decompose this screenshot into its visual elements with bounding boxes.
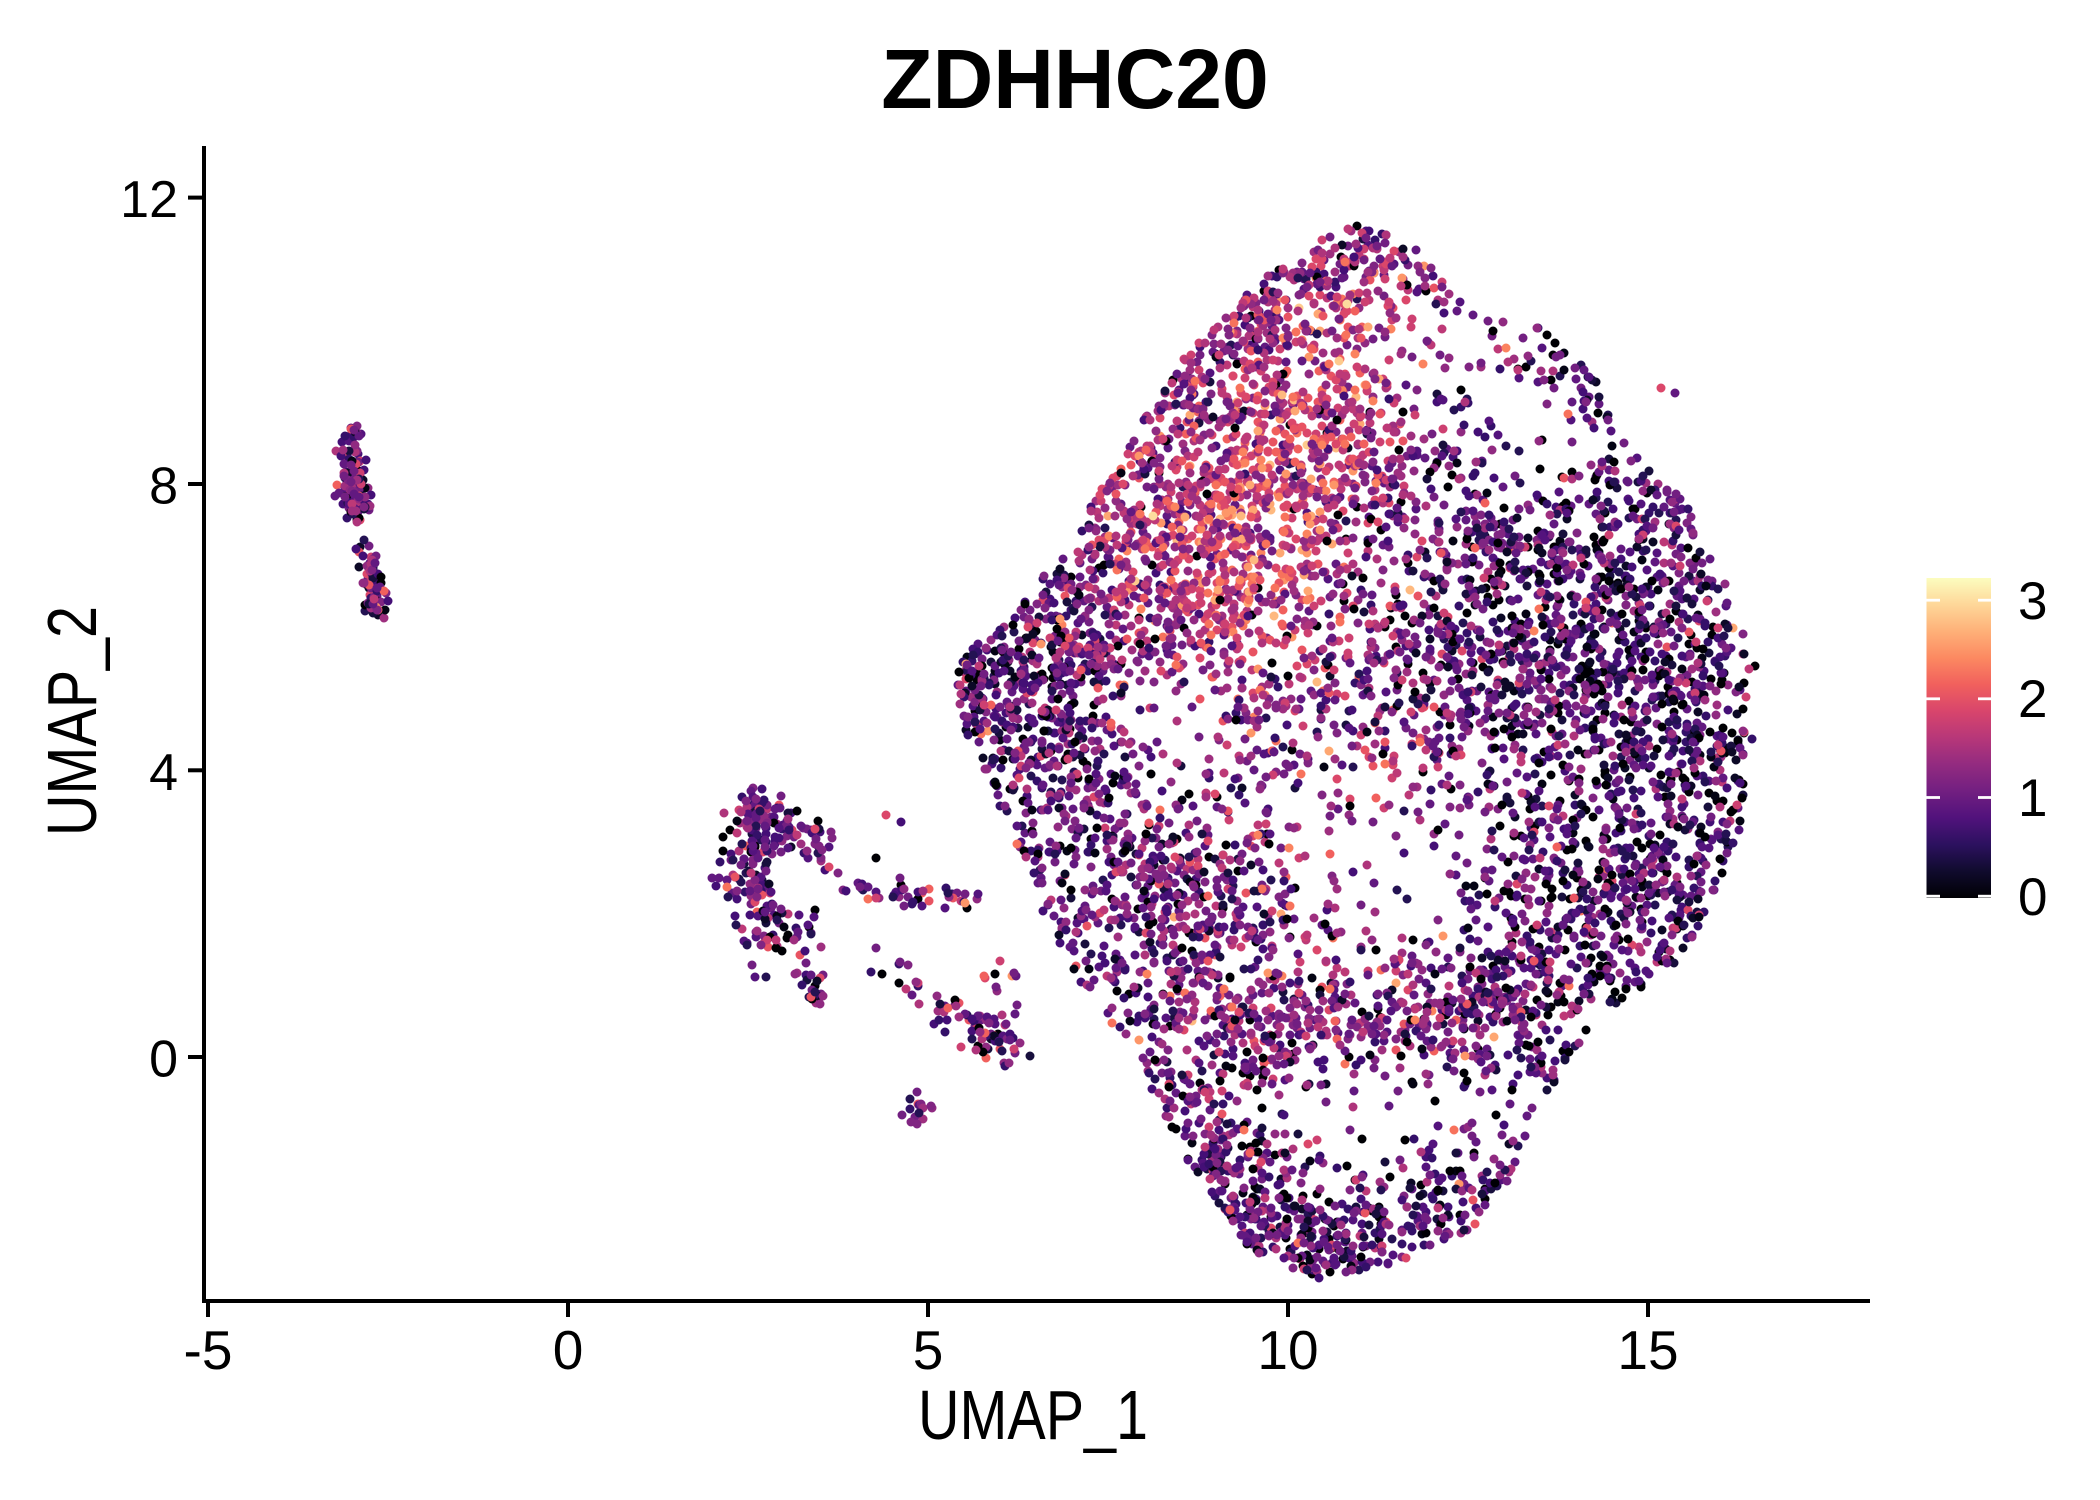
svg-text:2: 2 [2018, 670, 2047, 729]
svg-text:0: 0 [553, 1319, 584, 1381]
svg-text:4: 4 [149, 744, 178, 802]
svg-text:5: 5 [913, 1319, 944, 1381]
svg-text:1: 1 [2018, 769, 2047, 828]
svg-text:0: 0 [149, 1031, 178, 1089]
svg-text:UMAP_2: UMAP_2 [33, 606, 111, 836]
svg-text:15: 15 [1617, 1319, 1678, 1381]
svg-text:0: 0 [2018, 868, 2047, 927]
svg-text:3: 3 [2018, 572, 2047, 631]
svg-text:-5: -5 [184, 1319, 233, 1381]
svg-text:12: 12 [120, 171, 178, 229]
svg-text:8: 8 [149, 458, 178, 516]
svg-text:ZDHHC20: ZDHHC20 [881, 32, 1268, 126]
svg-text:UMAP_1: UMAP_1 [918, 1376, 1148, 1454]
svg-text:10: 10 [1257, 1319, 1318, 1381]
